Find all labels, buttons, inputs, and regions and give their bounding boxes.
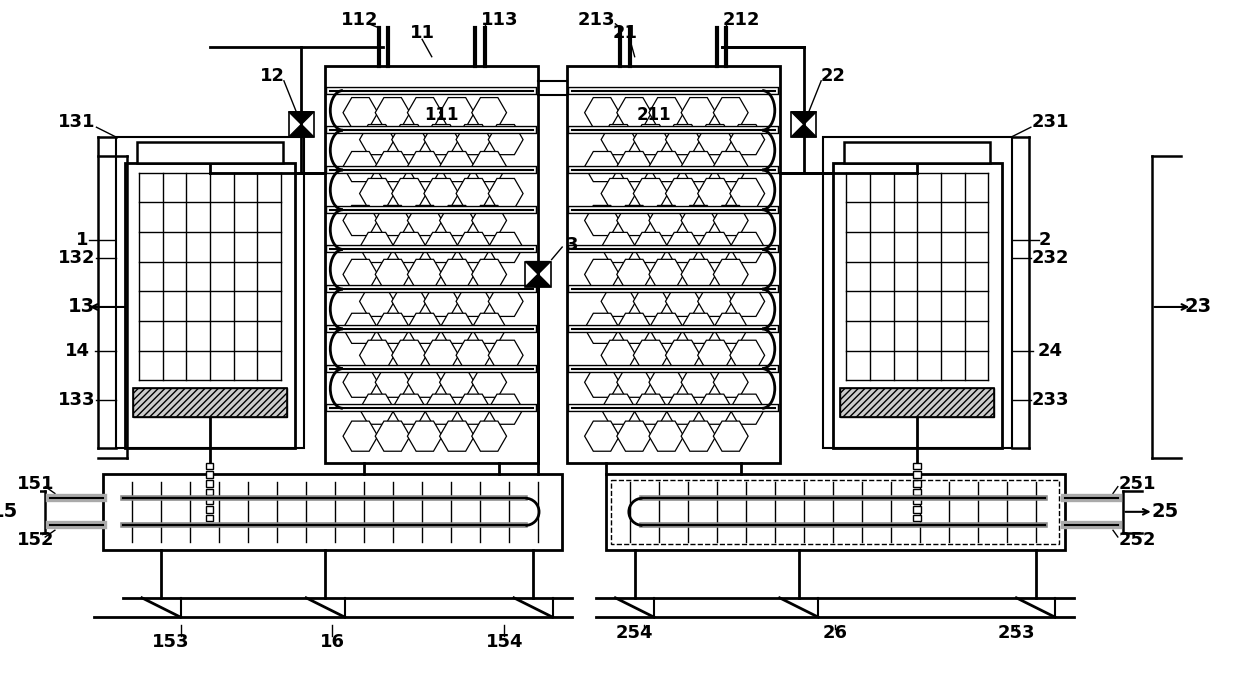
- Text: 15: 15: [0, 502, 19, 521]
- Bar: [206, 498, 213, 504]
- Polygon shape: [289, 112, 314, 125]
- Text: 12: 12: [260, 67, 285, 85]
- Bar: [913, 471, 920, 478]
- Text: 113: 113: [481, 11, 518, 29]
- Text: 152: 152: [17, 531, 55, 549]
- Text: 11: 11: [409, 24, 434, 41]
- Polygon shape: [526, 274, 551, 286]
- Bar: [206, 480, 213, 487]
- Text: 133: 133: [58, 391, 95, 409]
- Bar: [913, 515, 920, 521]
- Bar: [833, 163, 1002, 448]
- Bar: [913, 498, 920, 504]
- Bar: [125, 163, 295, 448]
- Bar: [206, 471, 213, 478]
- Text: 22: 22: [821, 67, 846, 85]
- Text: 13: 13: [67, 297, 94, 316]
- Bar: [791, 112, 816, 137]
- Bar: [325, 66, 538, 462]
- Text: 16: 16: [320, 633, 345, 651]
- Text: 2: 2: [1039, 232, 1052, 249]
- Text: 24: 24: [1038, 343, 1063, 360]
- Text: 233: 233: [1032, 391, 1069, 409]
- Polygon shape: [526, 261, 551, 274]
- Bar: [115, 137, 304, 448]
- Text: 111: 111: [424, 106, 459, 124]
- Bar: [289, 112, 314, 137]
- Bar: [103, 474, 562, 550]
- Polygon shape: [289, 125, 314, 137]
- Polygon shape: [791, 112, 816, 125]
- Bar: [138, 141, 283, 163]
- Bar: [611, 480, 1059, 544]
- Bar: [913, 506, 920, 512]
- Text: 131: 131: [58, 114, 95, 131]
- Bar: [567, 66, 780, 462]
- Bar: [841, 388, 994, 417]
- Text: 26: 26: [822, 624, 847, 642]
- Bar: [526, 261, 551, 286]
- Text: 14: 14: [64, 343, 89, 360]
- Bar: [605, 474, 1065, 550]
- Bar: [206, 489, 213, 496]
- Bar: [844, 141, 991, 163]
- Text: 3: 3: [565, 236, 578, 254]
- Text: 253: 253: [998, 624, 1035, 642]
- Bar: [841, 388, 994, 417]
- Polygon shape: [791, 125, 816, 137]
- Text: 25: 25: [1152, 502, 1179, 521]
- Text: 154: 154: [486, 633, 523, 651]
- Text: 151: 151: [17, 475, 55, 493]
- Text: 213: 213: [578, 11, 615, 29]
- Text: 251: 251: [1118, 475, 1156, 493]
- Bar: [206, 506, 213, 512]
- Bar: [913, 462, 920, 469]
- Bar: [823, 137, 1012, 448]
- Text: 132: 132: [58, 248, 95, 267]
- Bar: [133, 388, 286, 417]
- Bar: [206, 462, 213, 469]
- Bar: [206, 515, 213, 521]
- Text: 232: 232: [1032, 248, 1069, 267]
- Text: 23: 23: [1184, 297, 1211, 316]
- Bar: [133, 388, 286, 417]
- Text: 21: 21: [613, 24, 637, 41]
- Text: 252: 252: [1118, 531, 1156, 549]
- Text: 153: 153: [153, 633, 190, 651]
- Text: 231: 231: [1032, 114, 1069, 131]
- Bar: [913, 489, 920, 496]
- Text: 212: 212: [722, 11, 760, 29]
- Text: 112: 112: [341, 11, 378, 29]
- Text: 211: 211: [636, 106, 671, 124]
- Text: 1: 1: [76, 232, 88, 249]
- Text: 254: 254: [616, 624, 653, 642]
- Bar: [913, 480, 920, 487]
